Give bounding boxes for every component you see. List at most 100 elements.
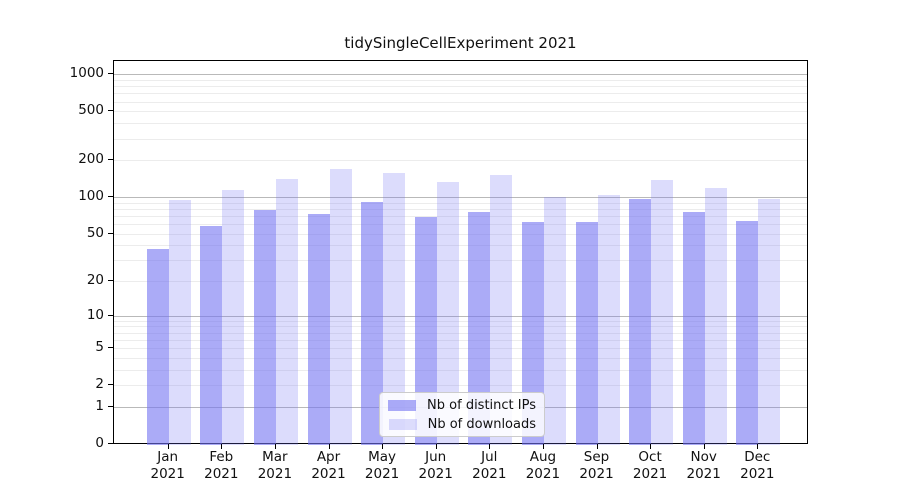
bar-nb-of-distinct-ips-apr-2021	[307, 213, 330, 445]
minor-gridline	[114, 202, 807, 204]
minor-gridline	[114, 332, 807, 334]
major-gridline	[114, 197, 807, 199]
legend-label-distinct-ips: Nb of distinct IPs	[427, 397, 536, 413]
minor-gridline	[114, 123, 807, 125]
x-tick-label: Aug 2021	[525, 449, 561, 482]
y-tick-label: 2	[95, 376, 104, 393]
y-tick-label: 200	[78, 151, 104, 168]
x-tick-mark	[274, 444, 276, 449]
y-tick-label: 20	[86, 272, 104, 289]
x-tick-label: Sep 2021	[579, 449, 614, 482]
y-tick-label: 5	[95, 339, 104, 356]
minor-gridline	[114, 260, 807, 262]
minor-gridline	[114, 245, 807, 247]
legend-swatch-downloads	[388, 418, 417, 430]
y-tick-mark	[108, 384, 113, 386]
bar-nb-of-downloads-nov-2021	[704, 187, 727, 445]
x-tick-label: Mar 2021	[257, 449, 293, 482]
y-tick-label: 1	[95, 397, 104, 414]
y-tick-label: 0	[95, 435, 104, 451]
bar-nb-of-distinct-ips-sep-2021	[575, 221, 598, 445]
bar-nb-of-downloads-may-2021	[383, 172, 406, 445]
y-tick-mark	[108, 110, 113, 112]
legend-item-downloads: Nb of downloads	[386, 416, 536, 432]
bar-nb-of-distinct-ips-may-2021	[361, 202, 384, 445]
y-tick-label: 100	[78, 188, 104, 205]
y-tick-mark	[108, 314, 113, 316]
minor-gridline	[114, 281, 807, 283]
y-tick-mark	[108, 405, 113, 407]
x-tick-label: May 2021	[364, 449, 400, 482]
y-tick-mark	[108, 196, 113, 198]
x-tick-mark	[435, 444, 437, 449]
bar-nb-of-distinct-ips-jun-2021	[414, 216, 437, 445]
bar-nb-of-distinct-ips-nov-2021	[682, 211, 705, 445]
minor-gridline	[114, 93, 807, 95]
bar-nb-of-downloads-mar-2021	[275, 178, 298, 445]
minor-gridline	[114, 111, 807, 113]
minor-gridline	[114, 215, 807, 217]
plot-area	[113, 60, 808, 445]
legend: Nb of distinct IPs Nb of downloads	[379, 392, 545, 437]
x-tick-label: Apr 2021	[311, 449, 346, 482]
y-tick-label: 10	[86, 306, 104, 323]
bar-nb-of-downloads-oct-2021	[651, 180, 674, 445]
minor-gridline	[114, 339, 807, 341]
major-gridline	[114, 315, 807, 317]
x-tick-label: Jan 2021	[150, 449, 185, 482]
minor-gridline	[114, 385, 807, 387]
bar-nb-of-downloads-dec-2021	[758, 198, 781, 445]
bar-nb-of-downloads-aug-2021	[543, 197, 566, 445]
x-tick-mark	[489, 444, 491, 449]
minor-gridline	[114, 326, 807, 328]
minor-gridline	[114, 160, 807, 162]
x-tick-mark	[382, 444, 384, 449]
y-tick-mark	[108, 280, 113, 282]
bar-nb-of-distinct-ips-dec-2021	[736, 220, 759, 445]
y-tick-mark	[108, 347, 113, 349]
minor-gridline	[114, 233, 807, 235]
minor-gridline	[114, 357, 807, 359]
x-tick-mark	[703, 444, 705, 449]
x-tick-label: Feb 2021	[204, 449, 239, 482]
bar-nb-of-downloads-apr-2021	[329, 168, 352, 445]
x-tick-mark	[596, 444, 598, 449]
y-tick-label: 500	[78, 102, 104, 119]
y-tick-mark	[108, 73, 113, 75]
bar-nb-of-downloads-jan-2021	[168, 200, 191, 445]
legend-label-downloads: Nb of downloads	[427, 416, 536, 432]
x-tick-mark	[650, 444, 652, 449]
legend-swatch-distinct-ips	[388, 399, 417, 411]
minor-gridline	[114, 369, 807, 371]
x-tick-mark	[221, 444, 223, 449]
minor-gridline	[114, 348, 807, 350]
minor-gridline	[114, 86, 807, 88]
minor-gridline	[114, 138, 807, 140]
bar-nb-of-distinct-ips-jul-2021	[468, 211, 491, 445]
legend-item-distinct-ips: Nb of distinct IPs	[386, 397, 536, 413]
y-tick-label: 1000	[69, 65, 104, 82]
bar-nb-of-downloads-jun-2021	[436, 182, 459, 445]
bar-nb-of-distinct-ips-oct-2021	[629, 199, 652, 445]
minor-gridline	[114, 101, 807, 103]
x-tick-label: Jul 2021	[472, 449, 507, 482]
y-tick-mark	[108, 443, 113, 444]
bar-nb-of-distinct-ips-feb-2021	[200, 225, 223, 445]
bar-nb-of-distinct-ips-mar-2021	[253, 210, 276, 445]
x-tick-mark	[328, 444, 330, 449]
bar-nb-of-distinct-ips-aug-2021	[521, 221, 544, 445]
bar-nb-of-downloads-feb-2021	[222, 189, 245, 445]
y-tick-mark	[108, 232, 113, 234]
x-tick-mark	[757, 444, 759, 449]
bar-nb-of-downloads-jul-2021	[490, 174, 513, 445]
minor-gridline	[114, 80, 807, 81]
x-tick-mark	[542, 444, 544, 449]
x-tick-label: Jun 2021	[418, 449, 453, 482]
y-tick-mark	[108, 159, 113, 161]
minor-gridline	[114, 320, 807, 322]
x-tick-label: Dec 2021	[740, 449, 775, 482]
bar-nb-of-distinct-ips-jan-2021	[146, 249, 169, 445]
bar-nb-of-downloads-sep-2021	[597, 194, 620, 445]
x-tick-label: Oct 2021	[632, 449, 668, 482]
